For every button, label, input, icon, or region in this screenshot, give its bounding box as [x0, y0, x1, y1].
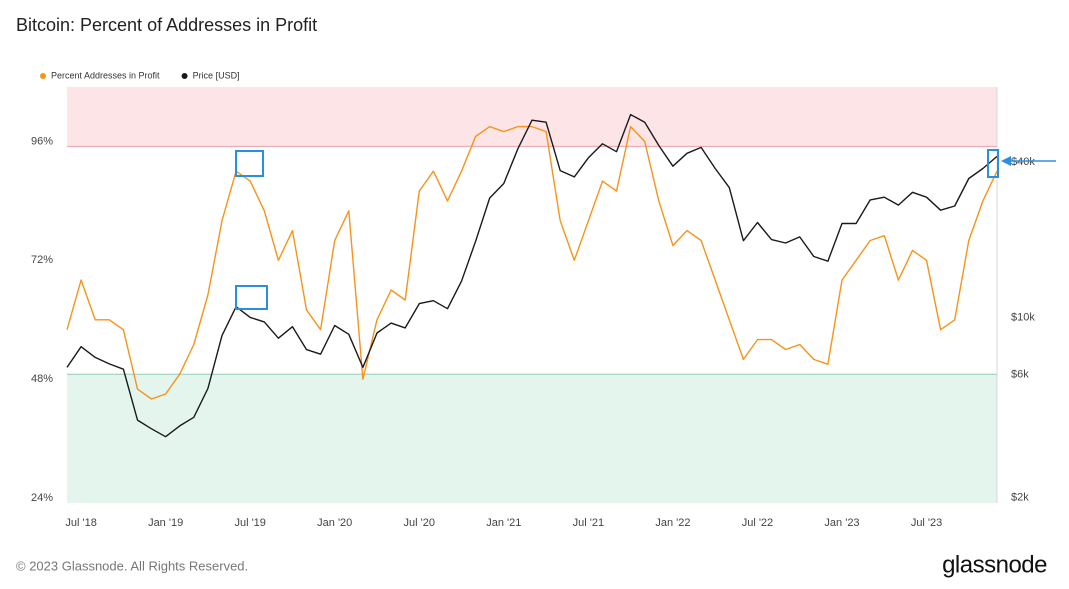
logo: glassnode — [942, 551, 1047, 578]
series-line — [66, 113, 998, 438]
x-tick-label: Jul '20 — [404, 517, 435, 529]
highlight-box — [235, 285, 268, 310]
highlight-box — [987, 149, 999, 178]
x-tick-label: Jan '22 — [655, 517, 690, 529]
legend-marker — [181, 73, 188, 79]
legend-label: Price [USD] — [193, 70, 240, 80]
y-tick-label: 72% — [31, 254, 53, 266]
chart-title: Bitcoin: Percent of Addresses in Profit — [16, 15, 317, 35]
x-tick-label: Jul '23 — [911, 517, 942, 529]
y2-tick-label: $2k — [1011, 492, 1029, 504]
x-tick-label: Jan '20 — [317, 517, 352, 529]
series-line — [66, 125, 998, 400]
legend-marker — [40, 73, 46, 79]
y2-tick-label: $10k — [1011, 311, 1035, 323]
zone — [67, 374, 997, 503]
y-tick-label: 96% — [31, 135, 53, 147]
x-tick-label: Jul '21 — [573, 517, 604, 529]
plot-area: 24% 48% 72% 96% $2k $6k $10k $40k Jul '18 Jan '19… — [31, 70, 1035, 529]
arrow-head — [1001, 156, 1011, 166]
copyright: © 2023 Glassnode. All Rights Reserved. — [16, 558, 248, 573]
x-tick-label: Jul '19 — [234, 517, 265, 529]
legend-label: Percent Addresses in Profit — [51, 70, 160, 80]
zone — [67, 87, 997, 147]
y2-tick-label: $40k — [1011, 156, 1035, 168]
x-tick-label: Jan '23 — [824, 517, 859, 529]
highlights — [235, 149, 1056, 310]
y2-tick-label: $6k — [1011, 369, 1029, 381]
x-tick-label: Jan '19 — [148, 517, 183, 529]
y-tick-label: 48% — [31, 373, 53, 385]
y-tick-label: 24% — [31, 492, 53, 504]
x-tick-label: Jul '22 — [742, 517, 773, 529]
highlight-box — [235, 150, 264, 177]
x-tick-label: Jan '21 — [486, 517, 521, 529]
x-tick-label: Jul '18 — [65, 517, 96, 529]
